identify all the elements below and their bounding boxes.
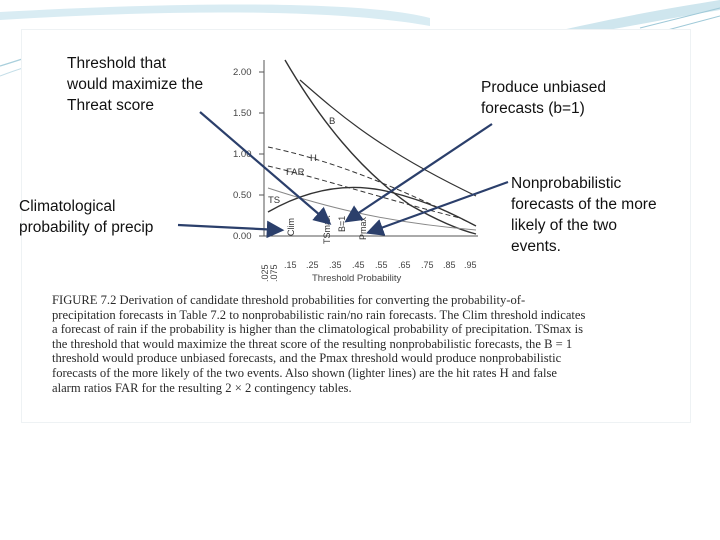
label-far: FAR [286, 167, 305, 178]
callout-tsmax-line-2: would maximize the [67, 76, 204, 93]
callout-pmax: Nonprobabilistic forecasts of the more l… [511, 173, 657, 257]
y-tick-2: 2.00 [233, 67, 252, 78]
callout-pmax-line-2: forecasts of the more [511, 196, 657, 213]
x-tick-75: .75 [421, 260, 434, 270]
arrow-unbiased [344, 123, 493, 223]
top-swoosh [0, 4, 430, 26]
y-tick-1-5: 1.50 [233, 108, 252, 119]
x-tick-85: .85 [443, 260, 456, 270]
x-tick-35: .35 [329, 260, 342, 270]
marker-tsmax: TSmax [322, 215, 332, 244]
marker-b1: B=1 [337, 216, 347, 232]
x-tick-075: .075 [269, 264, 279, 282]
x-tick-55: .55 [375, 260, 388, 270]
figure-caption: FIGURE 7.2 Derivation of candidate thres… [52, 293, 662, 395]
arrow-pmax [365, 180, 509, 236]
x-tick-95: .95 [464, 260, 477, 270]
callout-clim-line-2: probability of precip [19, 219, 154, 236]
marker-clim: Clim [286, 218, 296, 236]
callout-tsmax-line-1: Threshold that [67, 55, 167, 72]
caption-line: a forecast of rain if the probability is… [52, 322, 584, 337]
ts-curve [267, 186, 477, 227]
y-tick-0: 0.00 [233, 231, 252, 242]
arrow-clim [177, 220, 285, 239]
caption-line: precipitation forecasts in Table 7.2 to … [52, 307, 586, 322]
callout-clim: Climatological probability of precip [19, 196, 153, 238]
y-tick-marks [259, 71, 264, 237]
label-ts: TS [268, 195, 280, 206]
caption-line: threshold would produce unbiased forecas… [52, 351, 562, 366]
label-b: B [329, 116, 335, 127]
content-panel [22, 30, 690, 422]
x-tick-025: .025 [260, 264, 270, 282]
x-tick-25: .25 [306, 260, 319, 270]
x-tick-65: .65 [398, 260, 411, 270]
x-tick-45: .45 [352, 260, 365, 270]
x-axis-label: Threshold Probability [312, 273, 401, 284]
callout-clim-line-1: Climatological [19, 198, 116, 215]
arrow-tsmax [199, 111, 332, 225]
callout-tsmax-line-3: Threat score [67, 97, 155, 114]
callout-pmax-line-3: likely of the two [511, 217, 617, 234]
y-tick-1: 1.00 [233, 149, 252, 160]
marker-pmax: Pmax [358, 216, 368, 240]
caption-line: FIGURE 7.2 Derivation of candidate thres… [52, 293, 526, 307]
b-curve-2 [299, 79, 477, 197]
y-tick-0-5: 0.50 [233, 190, 252, 201]
top-right-lines [639, 7, 720, 33]
callout-unbiased-line-1: Produce unbiased [481, 79, 606, 96]
callout-unbiased: Produce unbiased forecasts (b=1) [481, 77, 606, 119]
callout-unbiased-line-2: forecasts (b=1) [481, 100, 585, 117]
callout-pmax-line-4: events. [511, 238, 561, 255]
caption-line: forecasts of the more likely of the two … [52, 365, 558, 380]
b-curve [284, 59, 477, 235]
callout-tsmax: Threshold that would maximize the Threat… [67, 53, 203, 116]
label-h: H [310, 153, 317, 164]
caption-line: alarm ratios FAR for the resulting 2 × 2… [52, 380, 352, 395]
callout-pmax-line-1: Nonprobabilistic [511, 175, 622, 192]
h-curve [267, 146, 477, 227]
caption-line: the threshold that would maximize the th… [52, 336, 573, 351]
x-tick-15: .15 [284, 260, 297, 270]
